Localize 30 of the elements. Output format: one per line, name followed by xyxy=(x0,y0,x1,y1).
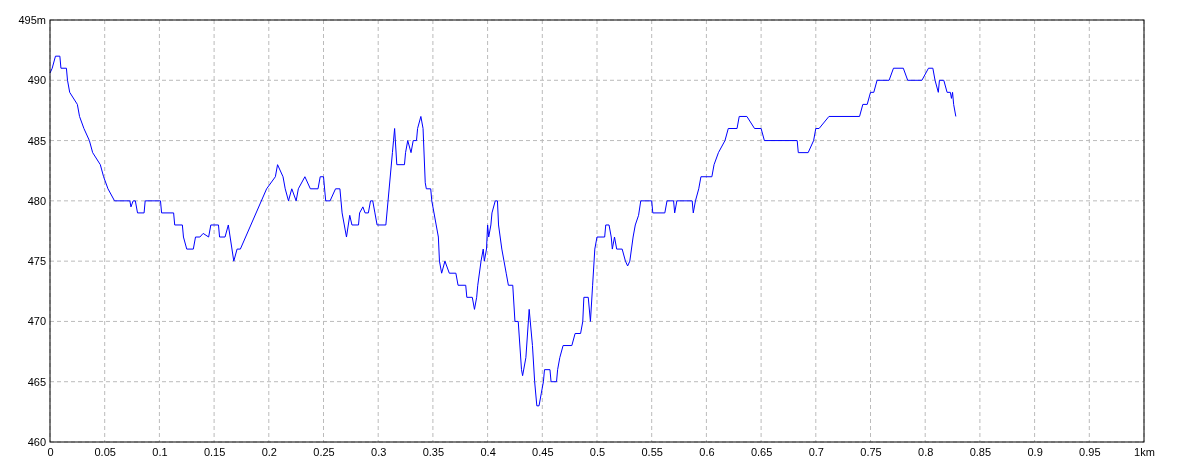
y-tick-label: 490 xyxy=(27,74,46,87)
y-tick-label: 465 xyxy=(27,375,46,388)
x-tick-label: 0.2 xyxy=(261,445,277,458)
x-tick-label: 0.85 xyxy=(969,445,992,458)
x-tick-label: 0.5 xyxy=(589,445,606,458)
x-tick-label: 0.95 xyxy=(1079,445,1101,458)
x-tick-label: 0.7 xyxy=(808,445,824,458)
x-tick-label: 0.8 xyxy=(918,445,934,458)
x-tick-label: 0.15 xyxy=(203,445,226,458)
x-tick-label: 0 xyxy=(47,445,54,458)
x-tick-label: 0.25 xyxy=(313,445,335,458)
x-tick-label: 0.6 xyxy=(699,445,715,458)
y-tick-label: 460 xyxy=(27,436,46,449)
y-tick-label: 485 xyxy=(27,134,46,147)
x-tick-label: 0.05 xyxy=(94,445,116,458)
x-tick-label: 0.45 xyxy=(532,445,554,458)
x-tick-label: 0.35 xyxy=(422,445,445,458)
line-series xyxy=(49,55,957,407)
y-tick-label: 495m xyxy=(18,14,46,27)
x-tick-label: 0.9 xyxy=(1027,445,1043,458)
x-tick-label: 0.4 xyxy=(480,445,496,458)
y-tick-label: 470 xyxy=(27,315,46,328)
x-tick-label: 1km xyxy=(1134,445,1155,458)
x-tick-label: 0.3 xyxy=(371,445,387,458)
x-tick-label: 0.65 xyxy=(750,445,773,458)
y-tick-label: 475 xyxy=(27,255,46,268)
x-tick-label: 0.1 xyxy=(152,445,168,458)
y-tick-label: 480 xyxy=(27,194,46,207)
x-tick-label: 0.55 xyxy=(641,445,663,458)
x-tick-label: 0.75 xyxy=(860,445,882,458)
